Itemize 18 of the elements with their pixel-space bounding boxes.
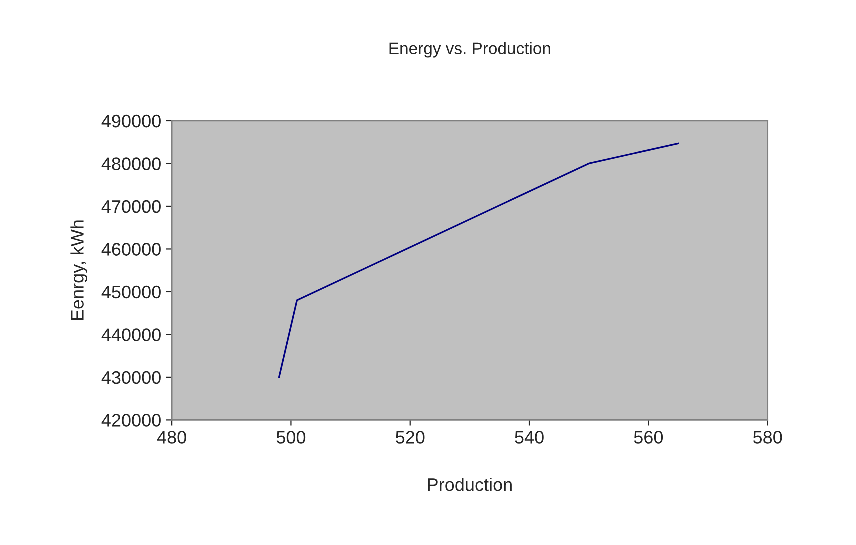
y-tick-label: 490000 bbox=[102, 114, 161, 128]
y-tick-label: 430000 bbox=[102, 371, 161, 384]
chart-title: Energy vs. Production bbox=[390, 42, 550, 58]
y-tick-label: 420000 bbox=[102, 414, 161, 427]
y-tick-label: 480000 bbox=[102, 158, 161, 170]
y-tick-label: 450000 bbox=[102, 286, 161, 299]
y-tick-label: 440000 bbox=[102, 328, 161, 342]
x-tick-label: 560 bbox=[634, 431, 664, 444]
y-tick-label: 470000 bbox=[102, 200, 161, 214]
x-axis-title: Production bbox=[428, 478, 512, 492]
x-tick-label: 580 bbox=[753, 431, 782, 444]
x-tick-label: 500 bbox=[276, 431, 306, 444]
y-axis-title: Eenrgy, kWh bbox=[70, 220, 88, 320]
x-tick-label: 480 bbox=[157, 431, 186, 444]
x-tick-label: 540 bbox=[515, 431, 544, 444]
x-tick-label: 520 bbox=[396, 431, 425, 444]
y-tick-label: 460000 bbox=[102, 243, 161, 256]
line-series bbox=[278, 142, 680, 378]
